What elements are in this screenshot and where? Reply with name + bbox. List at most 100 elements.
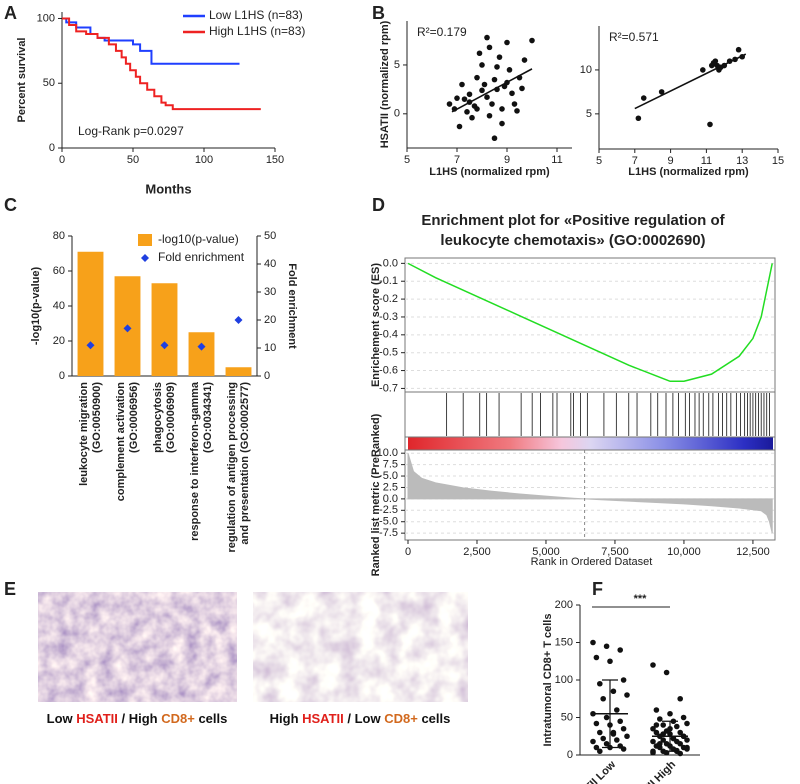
scatter-point [479, 87, 485, 94]
x-tick-label: response to interferon-gamma(GO:0034341) [189, 381, 214, 541]
dot [593, 744, 600, 751]
scatter-point [521, 57, 528, 63]
scatter-point [506, 67, 513, 73]
survival-line [62, 17, 261, 111]
scatter-point [499, 120, 505, 127]
scatter-point [499, 106, 505, 112]
x-tick-label: 5,000 [532, 546, 560, 558]
caption-part: / Low [344, 711, 384, 726]
scatter-point [474, 106, 480, 112]
x-tick-label: 9 [504, 154, 510, 166]
x-tick-label: HSATII Low [567, 758, 618, 784]
dot [674, 747, 680, 754]
dot [620, 746, 627, 752]
legend-label: -log10(p-value) [158, 232, 239, 246]
y-tick-label: 5.0 [383, 470, 398, 482]
axis-label: Percent survival [16, 38, 28, 123]
panel-label: F [592, 579, 603, 599]
scatter-point [707, 121, 713, 128]
x-axis-label: L1HS (normalized rpm) [628, 166, 749, 178]
dot [684, 744, 690, 751]
axis-label: HSATII (normalized rpm) [379, 20, 391, 148]
y-tick-label: 50 [43, 77, 55, 89]
x-tick-label: 100 [195, 154, 213, 166]
dot [597, 729, 603, 736]
y-tick-label: 20 [53, 335, 65, 347]
x-tick-label: 11 [701, 155, 712, 167]
scatter-point [459, 81, 465, 88]
scatter-point [489, 101, 495, 107]
image-caption: Low HSATII / High CD8+ cells [47, 711, 228, 726]
bar [77, 251, 104, 376]
y-tick-label: 5 [394, 59, 400, 71]
chart-title: Enrichment plot for «Positive regulation… [421, 212, 725, 249]
bar [151, 283, 178, 376]
y-tick-label: -7.5 [379, 527, 398, 539]
y-tick-label: 0 [49, 142, 55, 154]
x-axis-label: Rank in Ordered Dataset [531, 556, 653, 568]
panel-label: D [372, 195, 385, 215]
panel-label: C [4, 195, 17, 215]
dot [620, 725, 627, 732]
scatter-point [511, 101, 518, 107]
dot [593, 720, 600, 727]
fold-marker [123, 324, 132, 333]
dot [603, 740, 610, 747]
y-tick-label: 0 [59, 370, 65, 382]
fold-marker [86, 341, 95, 350]
x-axis-label: Months [145, 181, 191, 196]
scatter-point [464, 109, 470, 115]
x-tick-label: 7,500 [601, 546, 629, 558]
dot [610, 729, 617, 736]
y-tick-label: -0.5 [379, 347, 398, 359]
caption-part: HSATII [76, 711, 118, 726]
dot [680, 714, 687, 721]
scatter-point [476, 50, 483, 57]
x-tick-label: phagocytosis(GO:0006909) [152, 382, 177, 453]
y-tick-label: 0 [394, 108, 400, 120]
y-tick-label: -2.5 [379, 504, 398, 516]
dot [610, 688, 617, 695]
x-tick-label: 11 [551, 154, 562, 166]
fold-marker [234, 316, 243, 324]
dot [600, 735, 606, 742]
axis-label: Ranked list metric (PreRanked) [370, 413, 382, 576]
dot [590, 639, 596, 646]
scatter-point [640, 95, 647, 101]
scatter-point [509, 90, 515, 97]
panel-label: E [4, 579, 16, 599]
axis-label: -log10(p-value) [30, 267, 42, 346]
caption-part: Low [47, 711, 77, 726]
legend-label: Fold enrichment [158, 250, 245, 264]
significance-label: *** [634, 593, 648, 605]
x-tick-label: 12,500 [736, 546, 770, 558]
y-tick-label: 10 [264, 342, 276, 354]
scatter-point [700, 67, 706, 73]
dot [597, 680, 603, 687]
y-tick-label: 20 [264, 314, 276, 326]
y-tick-label: -0.4 [379, 329, 398, 341]
x-tick-label: 50 [127, 154, 139, 166]
scatter-point [491, 76, 498, 83]
rank-color-bar [408, 437, 773, 450]
x-tick-label: 10,000 [667, 546, 701, 558]
legend-label: High L1HS (n=83) [209, 24, 305, 38]
dot [597, 748, 603, 755]
dot [677, 695, 683, 702]
x-tick-label: leukocyte migration(GO:0050900) [78, 382, 103, 486]
dot [624, 692, 630, 698]
dot [657, 716, 663, 722]
caption-part: cells [418, 711, 451, 726]
y-tick-label: 2.5 [383, 481, 398, 493]
panel-label: B [372, 3, 385, 23]
scatter-point [529, 37, 535, 44]
y-tick-label: 150 [555, 636, 573, 648]
caption-part: HSATII [302, 711, 344, 726]
caption-part: CD8+ [384, 711, 418, 726]
y-tick-label: 0 [567, 749, 573, 761]
x-axis-label: L1HS (normalized rpm) [429, 166, 550, 178]
error-bar [602, 679, 618, 749]
x-tick-label: 150 [266, 154, 284, 166]
y-tick-label: -0.6 [379, 364, 398, 376]
